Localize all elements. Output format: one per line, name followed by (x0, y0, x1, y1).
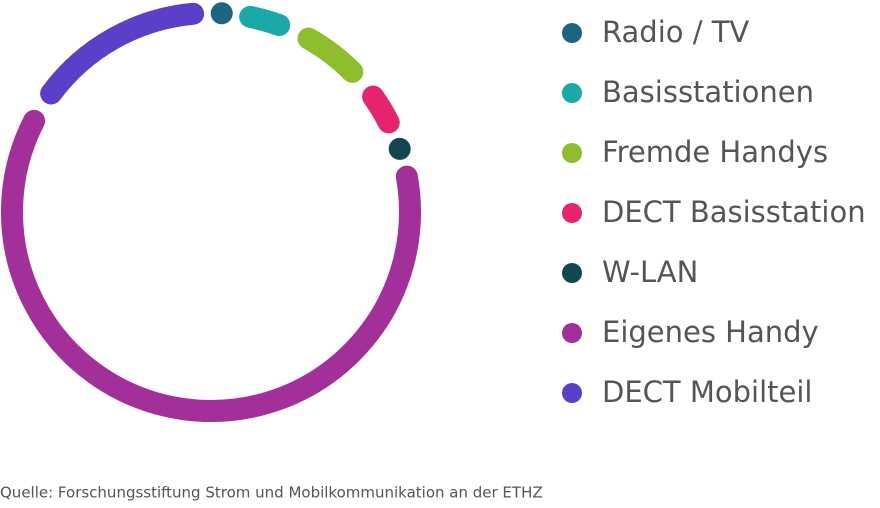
legend-marker (562, 143, 582, 163)
donut-segment (297, 27, 364, 83)
legend-marker (562, 323, 582, 343)
legend-label: DECT Mobilteil (602, 375, 812, 409)
legend-marker (562, 83, 582, 103)
donut-segment (362, 85, 400, 134)
legend-label: DECT Basisstation (602, 195, 866, 229)
legend-label: W-LAN (602, 255, 698, 289)
donut-segment (40, 2, 205, 105)
legend-label: Radio / TV (602, 15, 749, 49)
legend-label: Basisstationen (602, 75, 814, 109)
legend-marker (562, 263, 582, 283)
donut-segment (239, 5, 291, 37)
legend-label: Eigenes Handy (602, 315, 819, 349)
legend-label: Fremde Handys (602, 135, 828, 169)
donut-segment (1, 109, 421, 422)
source-note: Quelle: Forschungsstiftung Strom und Mob… (0, 484, 543, 502)
legend-marker (562, 203, 582, 223)
legend-marker (562, 383, 582, 403)
legend-marker (562, 23, 582, 43)
